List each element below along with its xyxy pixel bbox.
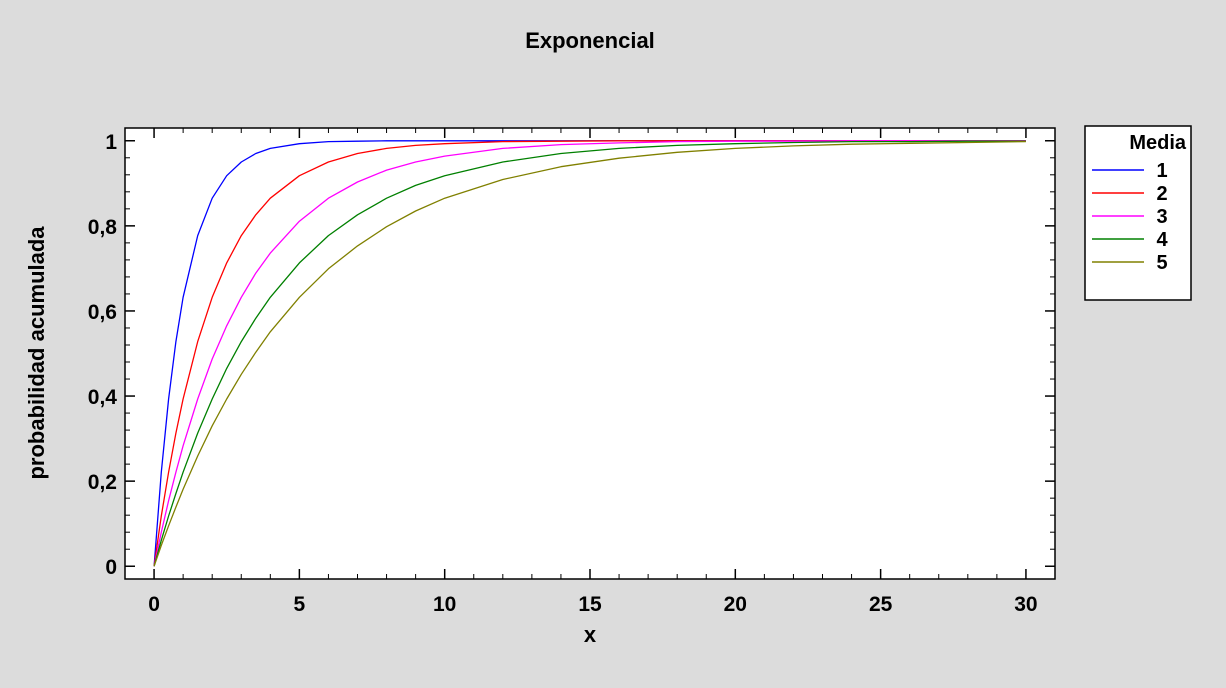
y-tick-label: 0 xyxy=(105,556,117,579)
y-tick-label: 0,6 xyxy=(88,301,117,324)
x-tick-label: 15 xyxy=(578,593,602,616)
legend-box xyxy=(1084,125,1192,301)
legend-label-1: 1 xyxy=(1156,160,1167,182)
x-tick-label: 30 xyxy=(1014,593,1037,616)
series-line-4 xyxy=(153,140,1026,567)
axis-ticks xyxy=(125,128,1055,579)
x-axis-label: x xyxy=(584,622,597,647)
legend-label-3: 3 xyxy=(1156,206,1167,228)
y-tick-label: 1 xyxy=(105,131,117,154)
plot-area xyxy=(124,127,1056,580)
legend-label-4: 4 xyxy=(1156,229,1168,251)
x-tick-label: 0 xyxy=(148,593,160,616)
x-tick-label: 25 xyxy=(869,593,893,616)
y-tick-label: 0,8 xyxy=(88,216,118,239)
y-axis-label: probabilidad acumulada xyxy=(24,226,49,480)
legend-label-5: 5 xyxy=(1156,252,1167,274)
y-tick-labels: 0 0,2 0,4 0,6 0,8 1 xyxy=(88,131,118,579)
legend-label-2: 2 xyxy=(1156,183,1167,205)
x-tick-labels: 0 5 10 15 20 25 30 xyxy=(148,593,1037,616)
x-tick-label: 5 xyxy=(294,593,306,616)
series-line-5 xyxy=(153,140,1026,567)
y-tick-label: 0,4 xyxy=(88,386,118,409)
series-lines xyxy=(153,140,1026,567)
series-line-3 xyxy=(153,140,1026,567)
y-tick-label: 0,2 xyxy=(88,471,117,494)
x-tick-label: 10 xyxy=(433,593,456,616)
legend-title: Media xyxy=(1129,132,1187,154)
chart-title: Exponencial xyxy=(525,28,655,53)
x-tick-label: 20 xyxy=(724,593,747,616)
